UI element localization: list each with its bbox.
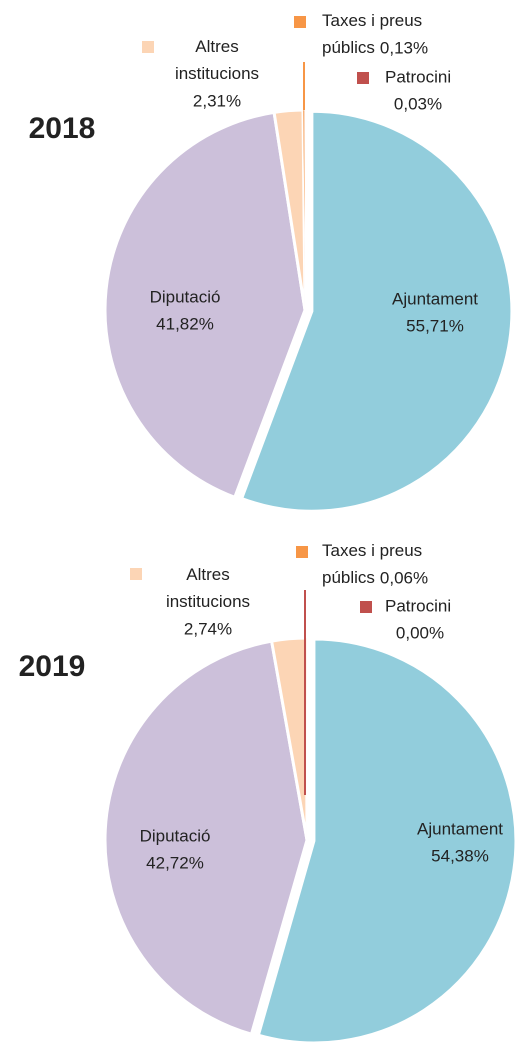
slice-label: Diputació	[150, 287, 221, 306]
chart-title: 2019	[19, 650, 86, 683]
slice-label: Ajuntament	[392, 289, 478, 308]
chart-title: 2018	[29, 112, 96, 145]
value-label: 42,72%	[146, 853, 204, 872]
value-label: 55,71%	[406, 316, 464, 335]
slice-label: Diputació	[140, 826, 211, 845]
value-label: 0,13%	[380, 38, 428, 57]
value-label: 2,31%	[193, 91, 241, 110]
value-label: 0,06%	[380, 568, 428, 587]
legend-swatch	[357, 72, 369, 84]
value-label: 0,00%	[396, 623, 444, 642]
legend-swatch	[142, 41, 154, 53]
legend-swatch	[130, 568, 142, 580]
slice-label: Patrocini	[385, 67, 451, 86]
value-label: 0,03%	[394, 94, 442, 113]
slice-label: Ajuntament	[417, 819, 503, 838]
value-label: 54,38%	[431, 846, 489, 865]
value-label: 2,74%	[184, 619, 232, 638]
legend-swatch	[296, 546, 308, 558]
slice-label: Patrocini	[385, 596, 451, 615]
legend-swatch	[360, 601, 372, 613]
legend-swatch	[294, 16, 306, 28]
value-label: 41,82%	[156, 314, 214, 333]
